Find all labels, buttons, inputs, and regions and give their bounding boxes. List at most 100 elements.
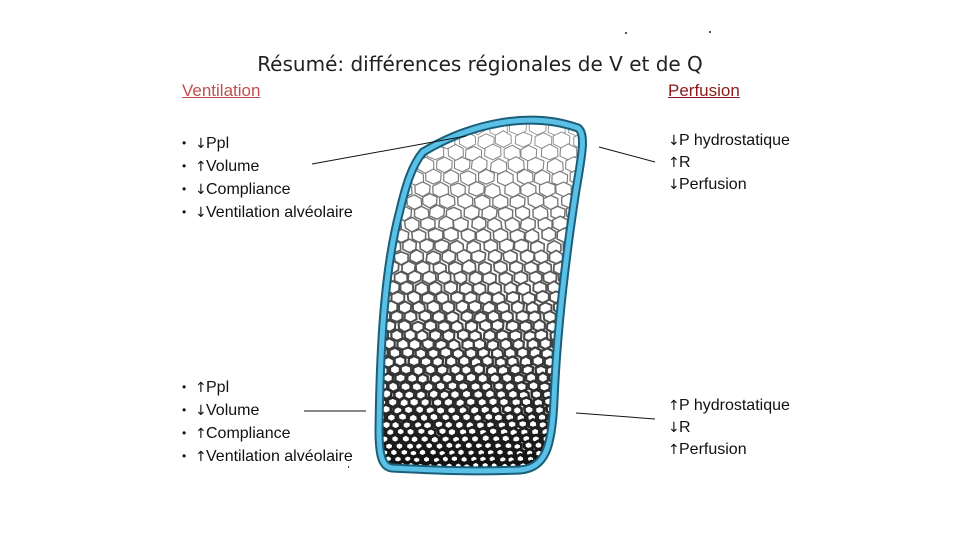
alveolus — [390, 328, 404, 342]
bullet: • — [182, 380, 187, 394]
item-label: Ppl — [206, 379, 230, 396]
ventilation-header: Ventilation — [182, 81, 261, 100]
alveolus — [585, 262, 598, 275]
stray-dot — [348, 466, 349, 468]
alveolus — [578, 291, 583, 305]
alveolus — [578, 239, 583, 254]
alveolus — [461, 120, 480, 124]
alveolus — [564, 396, 578, 409]
alveolus — [567, 346, 581, 359]
alveolus — [577, 338, 583, 352]
alveolus — [587, 372, 597, 382]
alveolus — [573, 270, 583, 285]
alveolus — [360, 107, 378, 123]
alveolus — [564, 338, 578, 351]
alveolus — [421, 120, 441, 124]
alveolus — [574, 329, 583, 343]
alveolus — [585, 311, 597, 323]
arrow-icon: ↑ — [668, 398, 680, 414]
bullet: • — [182, 136, 187, 150]
alveolus — [460, 309, 474, 323]
list-item: • ↓Ventilation alvéolaire — [182, 201, 353, 224]
alveolus — [551, 440, 563, 452]
bullet: • — [182, 159, 187, 173]
alveolus — [572, 466, 583, 471]
alveolus — [566, 403, 579, 416]
alveolus — [379, 132, 398, 149]
alveolus — [396, 410, 409, 423]
bullet: • — [182, 403, 187, 417]
base-ventilation-list: • ↑Ppl • ↓Volume • ↑Compliance • ↑Ventilatio… — [182, 376, 353, 468]
alveolus — [364, 251, 377, 264]
arrow-icon: ↓ — [195, 403, 207, 419]
alveolus — [364, 365, 375, 375]
alveolus — [419, 238, 435, 254]
item-label: Volume — [206, 158, 260, 175]
alveolus — [572, 319, 583, 333]
alveolus — [569, 310, 583, 325]
alveolus — [460, 228, 477, 244]
alveolus — [562, 447, 575, 459]
alveolus — [366, 397, 375, 406]
item-label: R — [679, 419, 691, 436]
alveolus — [365, 291, 378, 304]
arrow-icon: ↓ — [195, 205, 207, 221]
alveolus — [561, 440, 573, 452]
alveolus — [379, 216, 387, 233]
alveolus — [379, 467, 386, 471]
alveolus — [519, 249, 536, 265]
base-perfusion-list: ↑P hydrostatique ↓R ↑Perfusion — [668, 395, 790, 461]
arrow-icon: ↓ — [195, 136, 207, 152]
alveolus — [579, 346, 583, 361]
alveolus — [379, 120, 391, 138]
alveolus — [583, 106, 601, 122]
alveolus — [389, 120, 408, 135]
alveolus — [399, 280, 414, 296]
alveolus — [365, 469, 373, 477]
list-item: • ↓Volume — [182, 399, 353, 422]
alveolus — [475, 228, 492, 244]
alveolus — [389, 309, 404, 323]
alveolus — [379, 156, 396, 173]
alveolus — [468, 180, 485, 197]
alveolus — [494, 130, 512, 148]
item-label: Compliance — [206, 425, 291, 442]
alveolus — [569, 426, 582, 439]
alveolus — [574, 226, 583, 243]
alveolus — [411, 120, 430, 136]
alveolus — [563, 453, 575, 465]
alveolus — [386, 396, 399, 409]
alveolus — [401, 120, 420, 122]
alveolus — [538, 181, 556, 198]
alveolus — [425, 168, 442, 185]
alveolus — [566, 300, 582, 314]
alveolus — [379, 132, 380, 149]
alveolus — [364, 310, 376, 322]
alveolus — [482, 410, 495, 423]
alveolus — [573, 460, 583, 471]
alveolus — [463, 204, 480, 221]
alveolus — [442, 226, 459, 243]
alveolus — [560, 433, 573, 446]
alveolus — [560, 371, 574, 384]
alveolus — [422, 192, 438, 209]
alveolus — [580, 432, 583, 445]
alveolus — [429, 120, 448, 138]
alveolus — [379, 193, 386, 209]
perfusion-header: Perfusion — [668, 81, 740, 100]
alveolus — [587, 381, 597, 390]
alveolus — [535, 289, 550, 304]
alveolus — [578, 419, 583, 431]
alveolus — [483, 143, 502, 161]
alveolus — [490, 318, 505, 333]
alveolus — [366, 441, 375, 449]
list-item: ↑Perfusion — [668, 439, 790, 461]
page-title: Résumé: différences régionales de V et d… — [257, 52, 703, 76]
list-item: • ↑Volume — [182, 155, 353, 178]
alveolus — [573, 379, 583, 392]
alveolus — [464, 346, 478, 360]
leader-line-base-right — [575, 412, 656, 420]
list-item: • ↓Ppl — [182, 132, 353, 155]
alveolus — [379, 170, 389, 187]
